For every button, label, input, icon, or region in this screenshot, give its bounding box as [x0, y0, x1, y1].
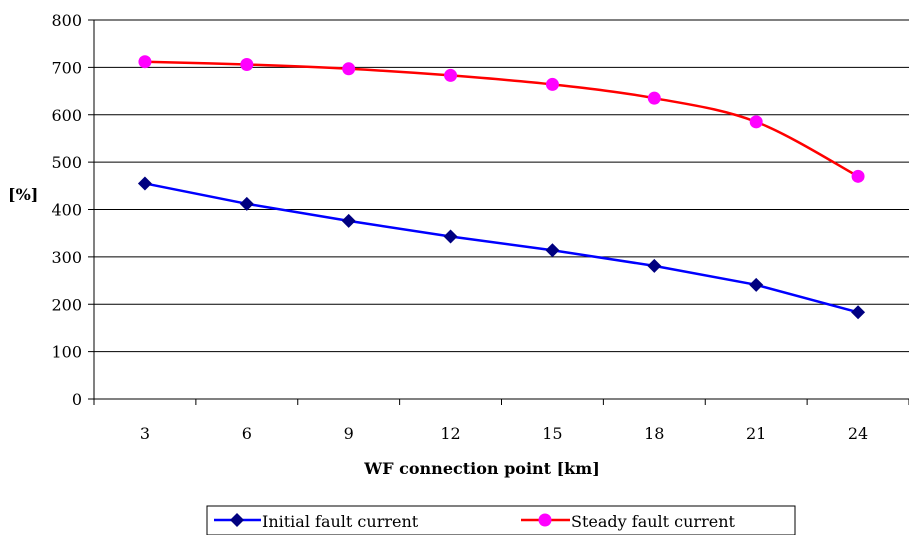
data-point-s1-18 [647, 91, 661, 105]
data-point-s1-3 [138, 55, 152, 69]
data-point-s0-6 [239, 196, 254, 211]
legend: Initial fault current Steady fault curre… [206, 505, 796, 535]
y-tick-label-0: 0 [72, 390, 82, 409]
data-point-s1-24 [851, 169, 865, 183]
y-tick-labels: 0 100 200 300 400 500 600 700 800 [51, 11, 82, 409]
legend-marker-initial [230, 513, 244, 527]
data-point-s1-9 [342, 62, 356, 76]
legend-marker-steady [538, 513, 552, 527]
axes [88, 19, 909, 405]
legend-box [206, 505, 796, 535]
y-tick-label-200: 200 [51, 295, 82, 314]
x-axis-title: WF connection point [km] [363, 459, 600, 478]
data-point-s1-6 [240, 58, 254, 72]
x-tick-label-24: 24 [848, 424, 868, 443]
data-point-s1-12 [444, 68, 458, 82]
x-tick-label-21: 21 [746, 424, 766, 443]
data-point-s0-21 [749, 277, 764, 292]
grid-lines [94, 19, 909, 353]
y-tick-label-600: 600 [51, 106, 82, 125]
legend-label-steady: Steady fault current [571, 512, 736, 531]
x-tick-label-9: 9 [344, 424, 354, 443]
y-axis-title: [%] [8, 185, 38, 204]
y-tick-label-500: 500 [51, 153, 82, 172]
x-tick-labels: 3 6 9 12 15 18 21 24 [140, 424, 868, 443]
x-tick-label-18: 18 [644, 424, 664, 443]
data-point-s0-9 [341, 213, 356, 228]
data-point-s0-24 [851, 305, 866, 320]
data-point-s0-15 [545, 243, 560, 258]
data-point-s0-18 [647, 258, 662, 273]
y-tick-label-400: 400 [51, 201, 82, 220]
data-point-s0-12 [443, 229, 458, 244]
data-point-s1-15 [545, 77, 559, 91]
legend-label-initial: Initial fault current [262, 512, 419, 531]
x-tick-label-3: 3 [140, 424, 150, 443]
y-tick-label-700: 700 [51, 58, 82, 77]
x-tick-label-12: 12 [440, 424, 460, 443]
data-point-s1-21 [749, 115, 763, 129]
x-tick-label-15: 15 [542, 424, 562, 443]
y-tick-label-300: 300 [51, 248, 82, 267]
series [137, 55, 866, 320]
data-point-s0-3 [137, 176, 152, 191]
y-tick-label-100: 100 [51, 343, 82, 362]
series-line-0 [144, 182, 859, 314]
y-tick-label-800: 800 [51, 11, 82, 30]
series-line-1 [144, 60, 859, 178]
x-tick-label-6: 6 [242, 424, 252, 443]
